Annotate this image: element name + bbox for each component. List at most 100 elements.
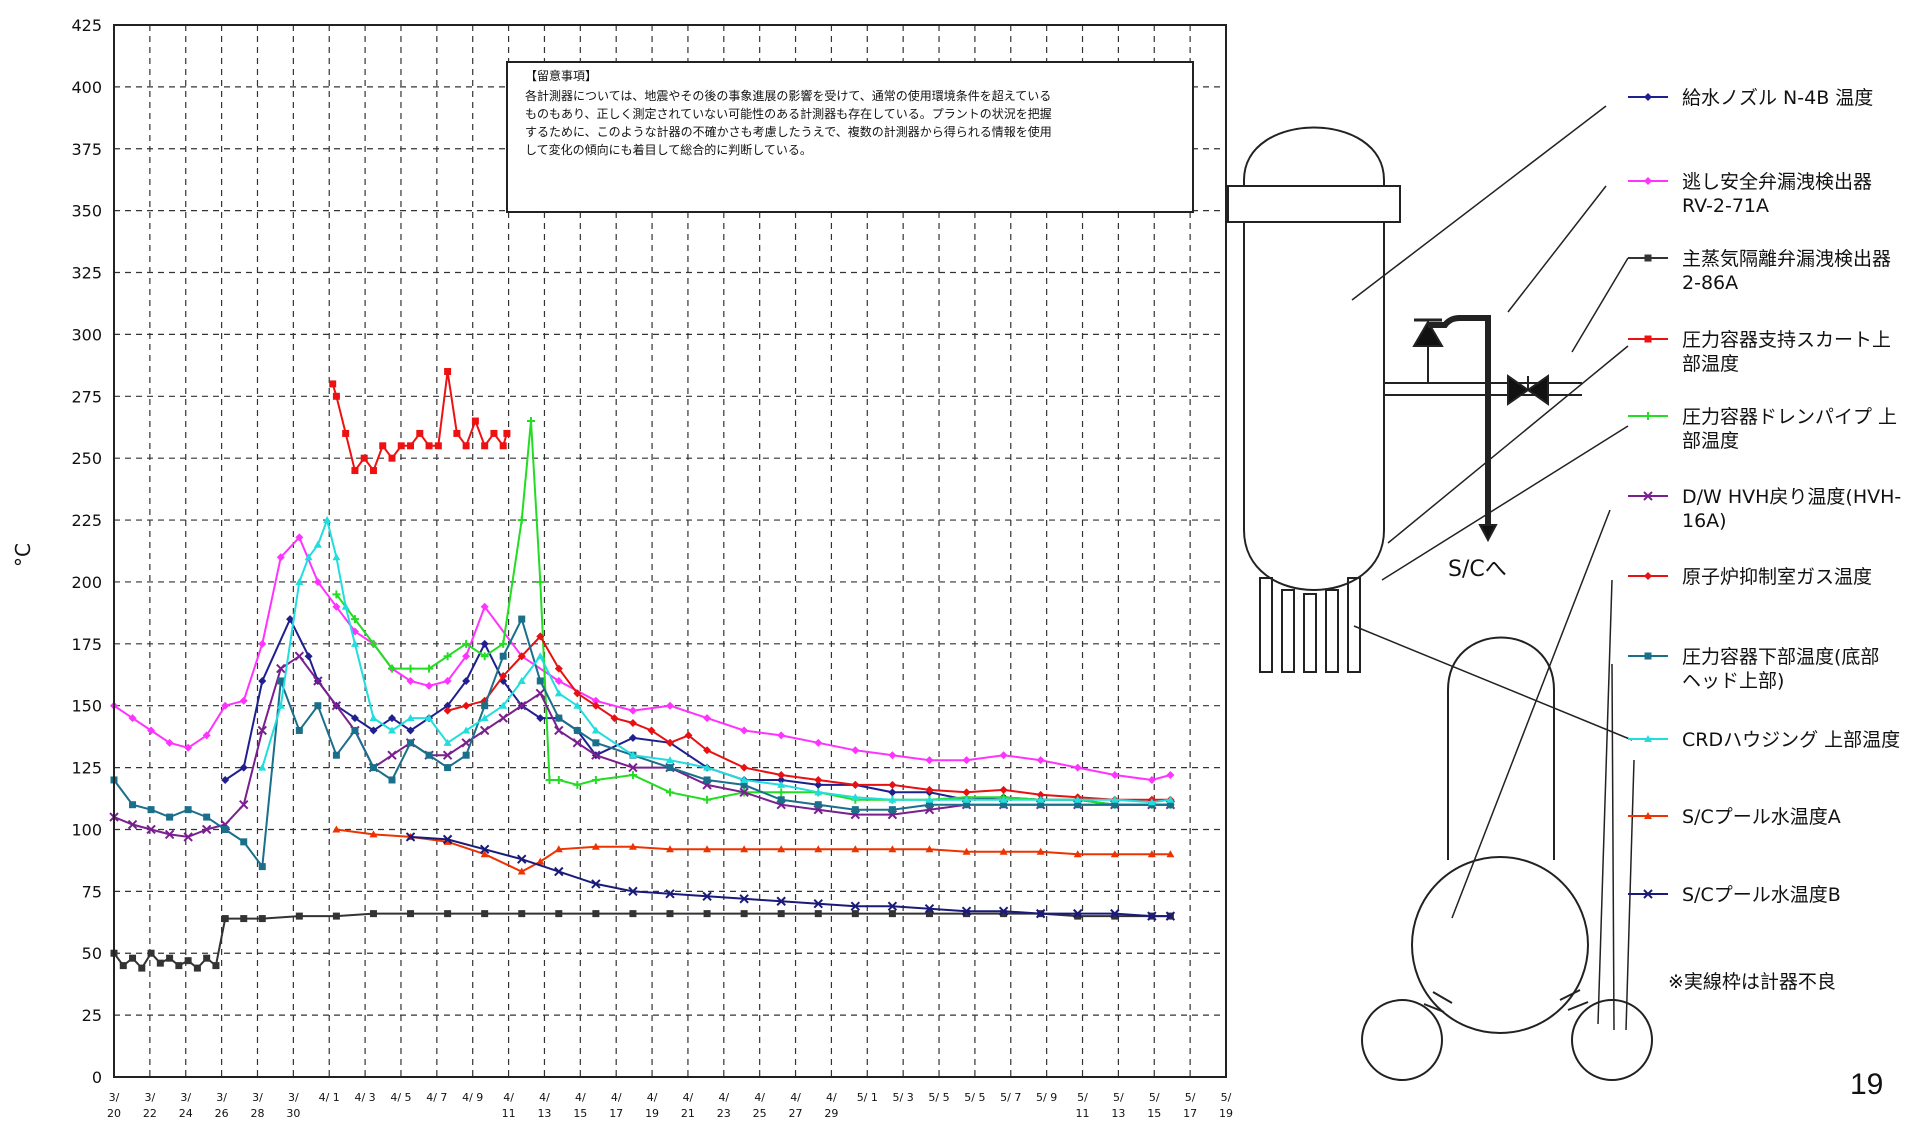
data-point xyxy=(573,780,582,789)
data-point xyxy=(212,962,220,970)
series-line xyxy=(113,535,1171,782)
x-tick-label: 4/ xyxy=(790,1091,801,1104)
data-point xyxy=(887,901,898,911)
data-point xyxy=(462,442,470,450)
data-point xyxy=(740,781,748,789)
data-point xyxy=(591,726,600,734)
data-point xyxy=(332,602,341,611)
data-point xyxy=(591,879,601,889)
data-point xyxy=(166,813,174,821)
x-tick-label: 19 xyxy=(1219,1107,1233,1120)
legend-item: S/Cプール水温度A xyxy=(1628,806,1841,828)
series-line xyxy=(410,835,1171,918)
data-point xyxy=(443,837,452,845)
note-line: して変化の傾向にも着目して総合的に判断している。 xyxy=(525,142,812,157)
x-tick-label: 4/ xyxy=(611,1091,622,1104)
data-point xyxy=(332,751,340,759)
data-point xyxy=(304,652,313,661)
data-point xyxy=(425,751,433,759)
data-point xyxy=(666,910,674,918)
data-point xyxy=(517,652,526,661)
data-point xyxy=(1147,850,1156,858)
note-box: 【留意事項】 各計測器については、地震やその後の事象進展の影響を受けて、通常の使… xyxy=(506,61,1194,213)
data-point xyxy=(129,954,137,962)
legend-item: D/W HVH戻り温度(HVH-16A) xyxy=(1628,486,1901,532)
data-point xyxy=(369,764,377,772)
data-point xyxy=(998,906,1009,916)
data-point xyxy=(351,726,359,734)
x-tick-label: 5/ 5 xyxy=(964,1091,985,1104)
data-point xyxy=(388,454,396,462)
data-point xyxy=(1644,335,1652,343)
data-point xyxy=(1110,795,1119,803)
y-tick-label: 50 xyxy=(82,944,102,963)
x-tick-label: 3/ xyxy=(216,1091,227,1104)
data-point xyxy=(851,806,859,814)
data-point xyxy=(1644,812,1652,819)
data-point xyxy=(591,842,600,850)
data-point xyxy=(350,714,359,723)
data-point xyxy=(323,516,332,524)
data-point xyxy=(406,726,415,735)
data-point xyxy=(119,962,127,970)
data-point xyxy=(499,701,508,709)
data-point xyxy=(536,632,545,641)
data-point xyxy=(1036,847,1045,855)
data-point xyxy=(777,771,786,780)
data-point xyxy=(814,910,822,918)
data-point xyxy=(925,801,933,809)
data-point xyxy=(425,681,434,690)
data-point xyxy=(572,738,583,748)
data-point xyxy=(1036,756,1045,765)
data-point xyxy=(329,380,337,388)
data-point xyxy=(554,775,563,784)
data-point xyxy=(703,795,712,804)
data-point xyxy=(146,824,156,835)
data-point xyxy=(388,726,396,734)
x-tick-label: 13 xyxy=(1111,1107,1125,1120)
data-point xyxy=(295,533,304,542)
data-point xyxy=(369,639,378,648)
series-line xyxy=(113,654,1171,838)
data-point xyxy=(350,615,359,624)
series-line xyxy=(261,516,1171,804)
data-point xyxy=(184,743,193,752)
data-point xyxy=(814,775,823,784)
crd-housings xyxy=(1259,577,1361,673)
data-point xyxy=(740,726,749,735)
x-tick-label: 4/ xyxy=(826,1091,837,1104)
data-point xyxy=(814,801,822,809)
data-point xyxy=(628,733,637,742)
data-point xyxy=(295,577,304,585)
x-tick-label: 22 xyxy=(143,1107,157,1120)
data-point xyxy=(591,775,600,784)
data-point xyxy=(666,845,674,853)
data-point xyxy=(665,889,675,899)
data-point xyxy=(851,845,860,853)
data-point xyxy=(294,651,305,661)
data-point xyxy=(129,801,137,809)
series-10 xyxy=(405,832,1176,921)
legend-label: 2-86A xyxy=(1682,272,1738,294)
data-point xyxy=(814,780,823,789)
y-tick-label: 150 xyxy=(71,697,102,716)
data-point xyxy=(1147,798,1156,806)
data-point xyxy=(480,850,489,858)
y-tick-label: 175 xyxy=(71,635,102,654)
data-point xyxy=(406,676,415,685)
y-tick-label: 0 xyxy=(92,1068,102,1087)
data-point xyxy=(888,780,897,789)
x-tick-label: 4/ 3 xyxy=(354,1091,375,1104)
x-tick-label: 4/ xyxy=(718,1091,729,1104)
data-point xyxy=(592,739,600,747)
x-tick-label: 4/ 9 xyxy=(462,1091,483,1104)
sc-label: S/Cへ xyxy=(1448,557,1507,582)
data-point xyxy=(202,731,211,740)
data-point xyxy=(481,910,489,918)
data-point xyxy=(1073,908,1083,919)
data-point xyxy=(166,954,174,962)
data-point xyxy=(425,714,434,722)
data-point xyxy=(498,713,508,723)
data-point xyxy=(443,652,452,661)
